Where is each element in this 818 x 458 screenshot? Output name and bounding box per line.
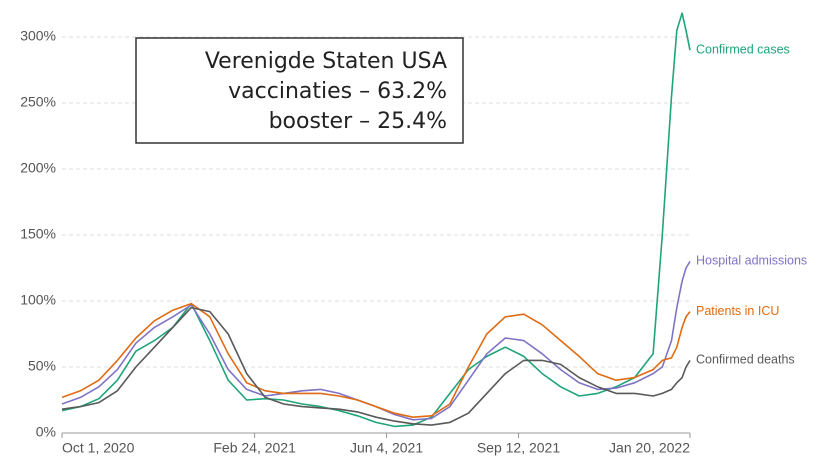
y-tick-label: 300% [20, 28, 56, 44]
annotation: Verenigde Staten USA [205, 49, 447, 74]
x-tick-label: Jun 4, 2021 [350, 440, 423, 456]
series-label: Hospital admissions [696, 254, 807, 268]
x-tick-label: Oct 1, 2020 [62, 440, 135, 456]
series-label: Confirmed deaths [696, 353, 795, 367]
y-tick-label: 100% [20, 292, 56, 308]
y-tick-label: 250% [20, 94, 56, 110]
series-line [61, 306, 691, 426]
series-label: Patients in ICU [696, 304, 779, 318]
y-tick-label: 150% [20, 226, 56, 242]
series-line [61, 302, 691, 418]
series-line [61, 12, 691, 428]
annotation: vaccinaties – 63.2% [228, 79, 447, 104]
annotation: booster – 25.4% [269, 109, 447, 134]
series-label: Confirmed cases [696, 42, 790, 56]
y-tick-label: 200% [20, 160, 56, 176]
x-tick-label: Jan 20, 2022 [609, 440, 690, 456]
y-tick-label: 0% [36, 424, 56, 440]
series-line [61, 260, 691, 421]
x-tick-label: Feb 24, 2021 [213, 440, 296, 456]
annotation-box [135, 37, 464, 144]
x-tick-label: Sep 12, 2021 [477, 440, 561, 456]
y-tick-label: 50% [28, 358, 56, 374]
plot: 0% 50% 100% 150% 200% 250% 300% Oct 1, 2020 Feb … [20, 12, 807, 456]
